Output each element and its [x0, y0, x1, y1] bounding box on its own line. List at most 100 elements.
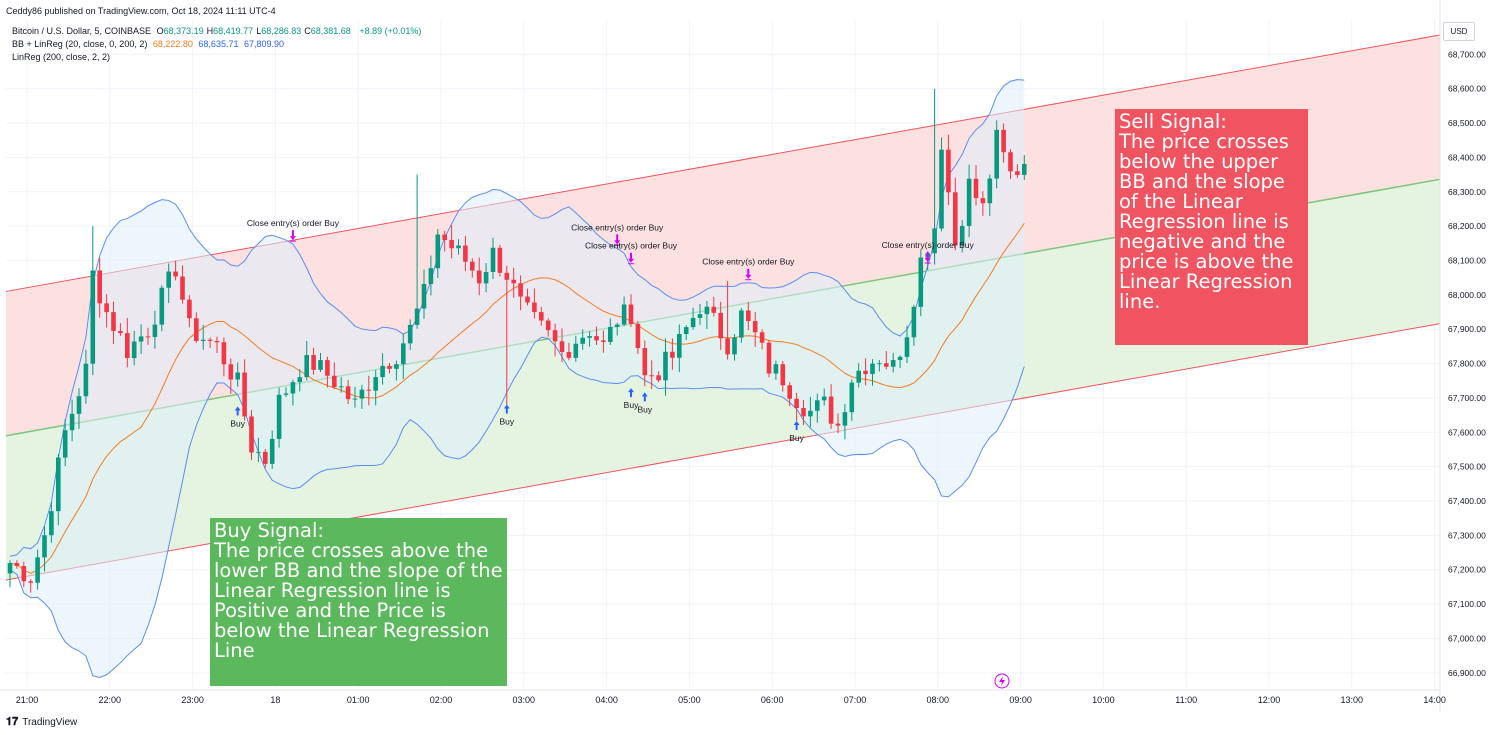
candle-body	[628, 304, 634, 324]
candle-body	[746, 310, 751, 322]
candle-body	[421, 283, 427, 309]
candle-body	[401, 343, 406, 365]
close-signal-label: Close entry(s) order Buy	[882, 240, 975, 250]
buy-signal-label: Buy	[789, 433, 804, 443]
replay-icon-ring	[994, 673, 1010, 689]
tradingview-logo-icon: 𝟏𝟕	[6, 716, 19, 728]
candle-body	[677, 334, 682, 358]
price-tick-label: 66,900.00	[1448, 668, 1486, 678]
candle-body	[428, 268, 434, 284]
candle-body	[442, 234, 447, 240]
candle-body	[601, 340, 606, 342]
symbol-legend: Bitcoin / U.S. Dollar, 5, COINBASE O68,3…	[12, 26, 424, 36]
channel-upper-line	[5, 34, 1441, 292]
candle-body	[766, 342, 772, 374]
candle-body	[118, 331, 123, 334]
candle-body	[849, 382, 855, 413]
publisher-line: Ceddy86 published on TradingView.com, Oc…	[6, 6, 276, 16]
currency-button[interactable]: USD	[1443, 22, 1475, 41]
candle-body	[566, 351, 572, 358]
price-tick-label: 68,100.00	[1448, 256, 1486, 266]
ohlc-o: O68,373.19	[156, 26, 204, 36]
candle-body	[939, 149, 944, 229]
close-signal-label: Close entry(s) order Buy	[247, 218, 340, 228]
candle-body	[545, 320, 551, 331]
candle-body	[242, 372, 247, 417]
candle-body	[966, 178, 972, 226]
time-tick-label: 05:00	[678, 695, 701, 705]
buy-arrow-icon	[793, 420, 800, 430]
price-tick-label: 67,400.00	[1448, 496, 1486, 506]
bb-upper-line	[9, 79, 1025, 557]
candle-body	[394, 364, 399, 369]
close-signal-label: Close entry(s) order Buy	[571, 222, 664, 232]
time-tick-label: 11:00	[1175, 695, 1197, 705]
candle-body	[194, 318, 199, 342]
bollinger-bands	[9, 79, 1025, 678]
candle-body	[42, 535, 47, 558]
candle-body	[256, 451, 261, 453]
candle-body	[842, 412, 848, 426]
candle-body	[690, 317, 696, 328]
candle-body	[90, 270, 96, 364]
candle-body	[297, 377, 303, 383]
candle-body	[828, 396, 834, 424]
candle-body	[180, 276, 185, 300]
price-tick-label: 67,300.00	[1448, 530, 1486, 540]
time-tick-label: 08:00	[927, 695, 950, 705]
candle-body	[187, 299, 192, 319]
candle-body	[670, 351, 675, 358]
candle-body	[14, 563, 20, 566]
buy-arrow-icon	[641, 392, 648, 402]
price-change: +8.89 (+0.01%)	[359, 26, 422, 36]
candle-body	[345, 386, 351, 400]
candle-body	[773, 364, 779, 374]
candle-body	[649, 375, 654, 377]
candle-body	[490, 247, 496, 272]
candle-body	[28, 581, 33, 583]
candle-body	[249, 416, 254, 453]
time-tick-label: 06:00	[761, 695, 784, 705]
candle-body	[559, 341, 565, 352]
time-axis: 21:00 22:00 23:00 18 01:00 02:00 03:00 04:00 05:…	[0, 689, 1446, 705]
price-tick-label: 67,800.00	[1448, 359, 1486, 369]
candle-body	[897, 356, 903, 361]
candle-body	[663, 351, 668, 381]
price-tick-label: 68,300.00	[1448, 187, 1486, 197]
candle-body	[83, 363, 89, 397]
tradingview-footer[interactable]: 𝟏𝟕 TradingView	[6, 716, 77, 729]
candle-body	[683, 327, 689, 335]
candle-body	[780, 364, 786, 386]
candle-body	[104, 303, 109, 313]
candle-body	[380, 365, 385, 378]
price-tick-label: 68,400.00	[1448, 152, 1486, 162]
close-signal-label: Close entry(s) order Buy	[585, 241, 678, 251]
price-tick-label: 68,500.00	[1448, 118, 1486, 128]
footer-brand: TradingView	[22, 717, 78, 728]
candle-body	[835, 423, 841, 426]
candle-body	[338, 386, 344, 388]
buy-signal-label: Buy	[499, 416, 514, 426]
candle-body	[407, 324, 413, 344]
candle-body	[463, 245, 468, 262]
linreg-legend[interactable]: LinReg (200, close, 2, 2)	[12, 52, 113, 62]
candle-body	[718, 312, 723, 339]
price-tick-label: 67,500.00	[1448, 462, 1486, 472]
candle-body	[525, 296, 530, 303]
bb-linreg-title: BB + LinReg (20, close, 0, 200, 2)	[12, 39, 148, 49]
price-tick-label: 68,000.00	[1448, 290, 1486, 300]
candle-body	[959, 225, 965, 246]
close-arrow-icon	[924, 252, 931, 263]
candle-body	[311, 355, 316, 370]
close-signal-label: Close entry(s) order Buy	[702, 257, 795, 267]
bb-linreg-legend[interactable]: BB + LinReg (20, close, 0, 200, 2) 68,22…	[12, 39, 287, 49]
time-tick-label: 18	[270, 695, 280, 705]
candle-body	[594, 336, 599, 341]
bb-lower-value: 67,809.90	[243, 39, 285, 49]
candle-body	[159, 287, 165, 325]
candle-body	[953, 192, 958, 246]
candle-body	[904, 337, 910, 357]
candle-body	[759, 332, 765, 343]
candle-body	[235, 372, 240, 380]
